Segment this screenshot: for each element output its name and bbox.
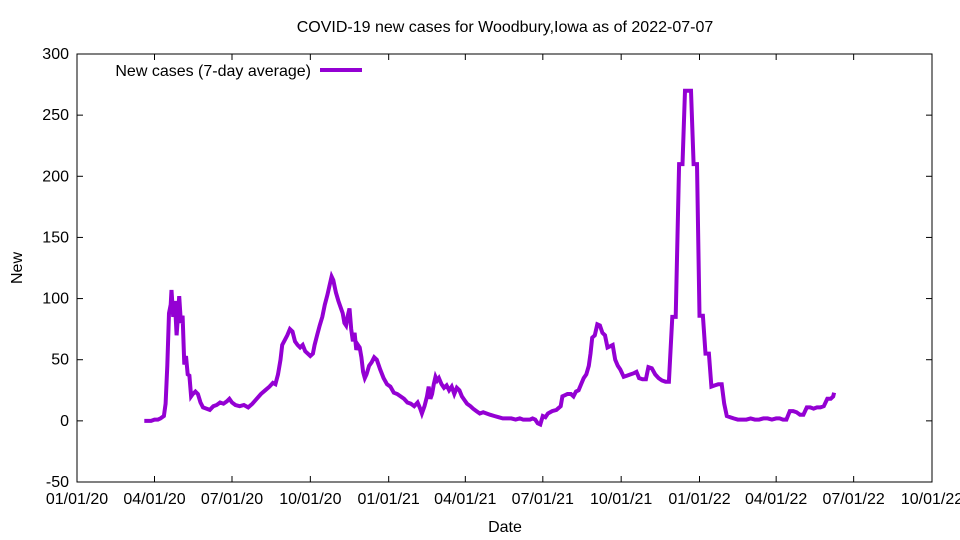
y-tick-label: 300 xyxy=(42,46,69,63)
plot-area-frame xyxy=(76,53,933,483)
chart-title: COVID-19 new cases for Woodbury,Iowa as … xyxy=(297,19,714,36)
x-tick-label: 01/01/21 xyxy=(358,491,420,508)
series-group xyxy=(144,88,837,428)
x-tick-label: 01/01/20 xyxy=(46,491,108,508)
x-tick-label: 04/01/22 xyxy=(745,491,807,508)
x-axis-label: Date xyxy=(488,519,522,536)
series-line xyxy=(144,88,837,428)
x-tick-label: 07/01/21 xyxy=(512,491,574,508)
y-tick-label: 200 xyxy=(42,168,69,185)
y-tick-label: 0 xyxy=(60,413,69,430)
x-tick-label: 01/01/22 xyxy=(668,491,730,508)
y-tick-label: 100 xyxy=(42,291,69,308)
axis-ticks: -50 0 50 100 150 200 250 300 01/01/20 04/01/20 07/… xyxy=(42,46,960,508)
x-tick-label: 07/01/22 xyxy=(823,491,885,508)
legend-label: New cases (7-day average) xyxy=(115,63,311,80)
x-tick-label: 10/01/22 xyxy=(901,491,960,508)
y-tick-label: 250 xyxy=(42,107,69,124)
x-tick-label: 04/01/21 xyxy=(434,491,496,508)
legend: New cases (7-day average) xyxy=(115,63,362,80)
y-tick-label: 50 xyxy=(51,352,69,369)
x-tick-label: 07/01/20 xyxy=(201,491,263,508)
y-tick-label: -50 xyxy=(46,474,69,491)
y-tick-label: 150 xyxy=(42,229,69,246)
x-tick-label: 10/01/20 xyxy=(279,491,341,508)
y-axis-label: New xyxy=(9,252,26,284)
x-tick-label: 10/01/21 xyxy=(590,491,652,508)
x-tick-label: 04/01/20 xyxy=(123,491,185,508)
